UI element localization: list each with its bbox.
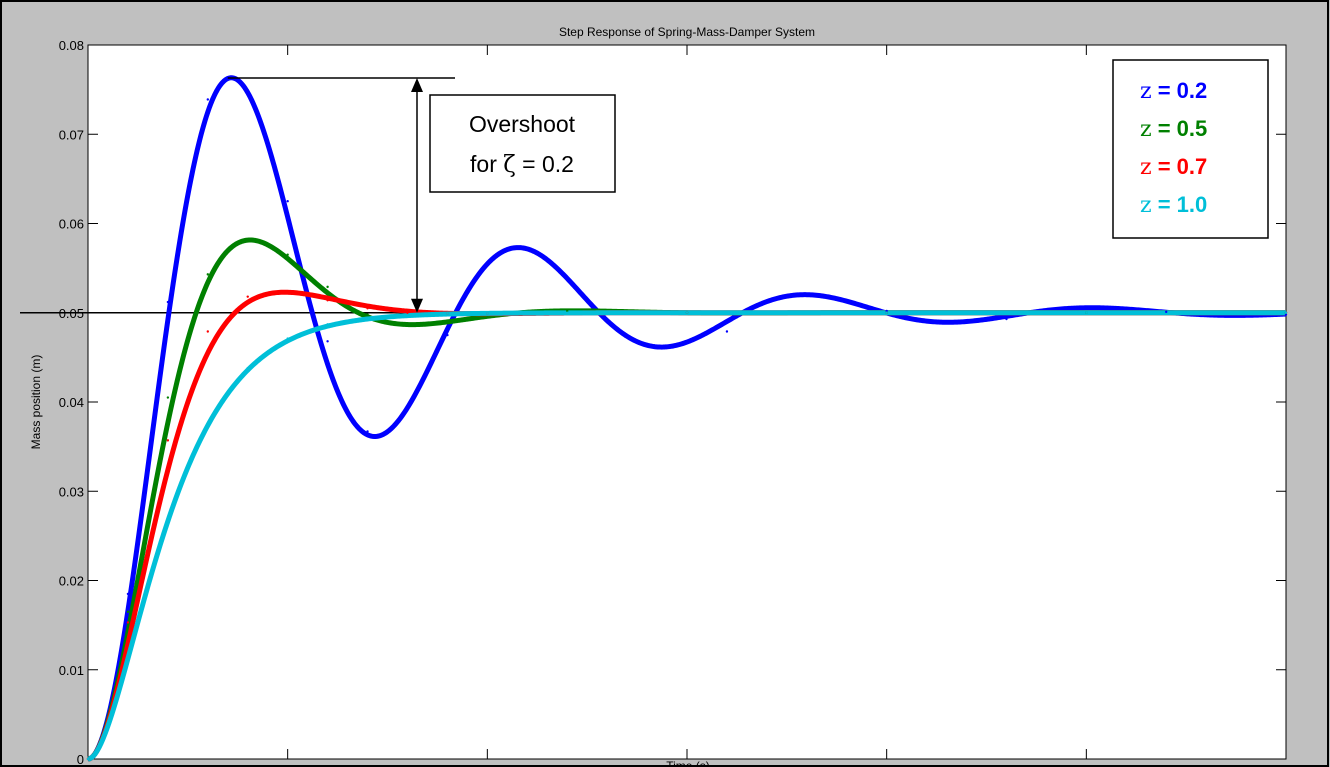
data-point (126, 621, 130, 624)
legend-entry-2: z = 0.7 (1140, 154, 1207, 180)
plot-area (87, 44, 1287, 760)
data-point (805, 293, 808, 297)
data-point (366, 307, 369, 310)
data-point (246, 93, 249, 97)
y-axis-label: Mass position (m) (29, 355, 43, 450)
data-point (286, 199, 289, 203)
data-point (406, 323, 409, 326)
data-point (566, 311, 569, 314)
series-layer (86, 75, 1288, 762)
overshoot-arrow-head-up (411, 78, 423, 93)
legend-box (1112, 59, 1269, 239)
data-point (486, 316, 489, 319)
data-point (885, 309, 888, 313)
data-point (366, 430, 369, 433)
data-point (246, 295, 249, 298)
legend-value: = 0.7 (1152, 154, 1208, 179)
data-point (406, 407, 409, 410)
y-tick-label: 0.06 (59, 217, 84, 232)
y-tick-label: 0.02 (59, 574, 84, 589)
data-point (286, 291, 289, 294)
data-point (126, 610, 130, 613)
data-point (246, 366, 249, 370)
legend-symbol: z (1140, 79, 1152, 104)
data-point (374, 434, 377, 438)
overshoot-label-line2: for ζ = 0.2 (470, 151, 574, 178)
data-point (206, 423, 209, 426)
data-point (945, 321, 948, 324)
data-point (446, 333, 449, 337)
overshoot-label-box (429, 94, 616, 193)
data-point (514, 246, 517, 249)
data-point (246, 238, 249, 241)
data-point (1284, 311, 1288, 314)
data-point (1085, 311, 1088, 314)
legend-entry-1: z = 0.5 (1140, 116, 1207, 142)
y-tick-label: 0 (77, 752, 84, 767)
overshoot-label-value: = 0.2 (516, 151, 574, 177)
data-point (126, 592, 130, 596)
data-point (366, 316, 369, 320)
data-point (566, 309, 569, 313)
data-point (657, 345, 661, 348)
chart-title: Step Response of Spring-Mass-Damper Syst… (559, 25, 815, 39)
data-point (446, 312, 449, 315)
y-axis-ticks: 00.010.020.030.040.050.060.070.08 (59, 38, 1286, 767)
data-point (605, 317, 609, 321)
data-point (166, 519, 170, 522)
legend-symbol: z (1140, 155, 1152, 180)
y-tick-label: 0.07 (59, 127, 84, 142)
overshoot-label-line1: Overshoot (469, 111, 576, 137)
data-point (286, 253, 289, 256)
data-point (166, 300, 170, 304)
data-point (685, 311, 689, 314)
data-point (566, 278, 569, 281)
y-tick-label: 0.08 (59, 38, 84, 53)
y-tick-label: 0.03 (59, 484, 84, 499)
y-tick-label: 0.04 (59, 395, 84, 410)
data-point (885, 311, 888, 314)
data-point (166, 439, 170, 442)
legend-symbol: z (1140, 193, 1152, 218)
data-point (1085, 306, 1088, 309)
legend-value: = 0.2 (1152, 78, 1208, 103)
data-point (206, 330, 209, 333)
zeta-symbol: ζ (503, 152, 515, 178)
overshoot-annotation: Overshoot for ζ = 0.2 (227, 77, 616, 313)
data-point (486, 264, 489, 267)
data-point (326, 285, 329, 289)
data-point (1005, 317, 1008, 321)
data-point (206, 273, 209, 276)
overshoot-label-prefix: for (470, 151, 503, 177)
legend-value: = 0.5 (1152, 116, 1208, 141)
legend: z = 0.2z = 0.5z = 0.7z = 1.0 (1112, 59, 1269, 239)
data-point (326, 340, 329, 343)
legend-entry-3: z = 1.0 (1140, 192, 1207, 218)
legend-symbol: z (1140, 117, 1152, 142)
data-point (326, 299, 329, 302)
data-point (126, 656, 130, 660)
data-point (206, 98, 209, 101)
data-point (166, 396, 170, 399)
data-point (1165, 310, 1168, 314)
legend-entry-0: z = 0.2 (1140, 78, 1207, 104)
x-axis-label: Time (s) (666, 759, 710, 767)
legend-value: = 1.0 (1152, 192, 1208, 217)
data-point (326, 323, 329, 326)
data-point (446, 321, 449, 324)
data-point (286, 337, 289, 340)
data-point (725, 330, 729, 333)
y-tick-label: 0.01 (59, 663, 84, 678)
data-point (366, 313, 369, 316)
data-point (1284, 313, 1288, 316)
data-point (486, 312, 489, 315)
data-point (406, 314, 409, 317)
overshoot-arrow-head-down (411, 298, 423, 313)
legend-entries: z = 0.2z = 0.5z = 0.7z = 1.0 (1140, 78, 1207, 218)
data-point (86, 757, 90, 761)
data-point (406, 311, 409, 314)
